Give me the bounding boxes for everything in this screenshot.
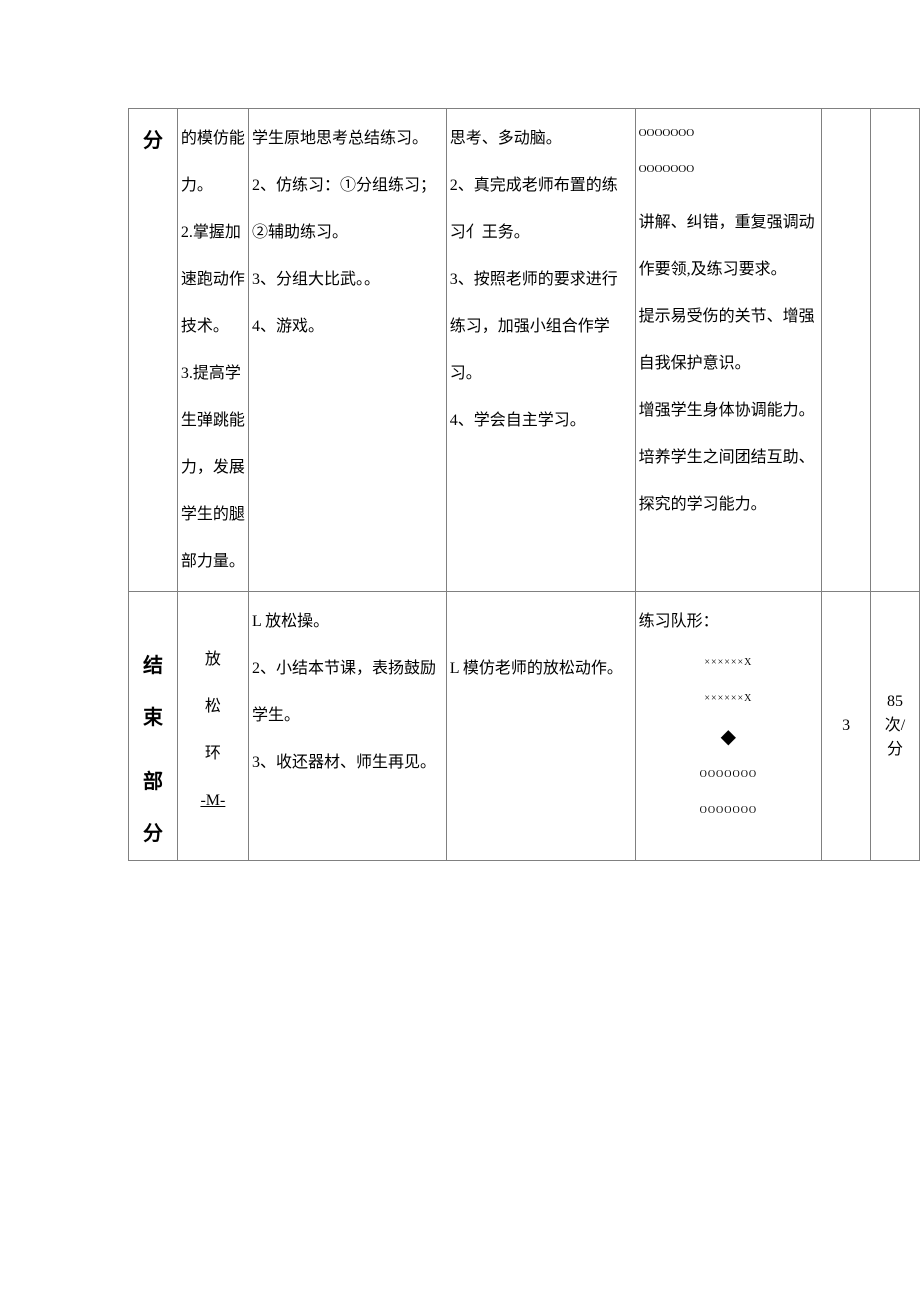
section-cell: 分 [129, 109, 178, 592]
goal-char: 环 [178, 730, 248, 777]
rate-value: 85 次/ 分 [885, 693, 905, 758]
goal-text: 的模仿能力。 2.掌握加速跑动作技术。 3.提高学生弹跳能力，发展学生的腿部力量… [181, 130, 245, 570]
teacher-text: 学生原地思考总结练习。 2、仿练习：①分组练习；②辅助练习。 3、分组大比武。。… [252, 130, 436, 335]
diagram-symbols: OOOOOOO [639, 115, 819, 151]
teacher-cell: L 放松操。 2、小结本节课，表扬鼓励学生。 3、收还器材、师生再见。 [248, 592, 446, 861]
section-char: 分 [129, 115, 177, 167]
section-char: 部 [129, 756, 177, 808]
diamond-icon: ◆ [639, 717, 819, 757]
diagram-symbols: OOOOOOO [639, 793, 819, 829]
time-cell [822, 109, 871, 592]
goal-char: 放 [178, 636, 248, 683]
diagram-symbols: OOOOOOO [639, 151, 819, 187]
diagram-cell: 练习队形： ××××××X ××××××X ◆ OOOOOOO OOOOOOO [635, 592, 822, 861]
table-row: 分 的模仿能力。 2.掌握加速跑动作技术。 3.提高学生弹跳能力，发展学生的腿部… [129, 109, 920, 592]
table-row: 结 束 部 分 放 松 环 -M- L 放松操。 2、小结本节课，表扬鼓励学生。… [129, 592, 920, 861]
section-char: 分 [129, 808, 177, 860]
teacher-cell: 学生原地思考总结练习。 2、仿练习：①分组练习；②辅助练习。 3、分组大比武。。… [248, 109, 446, 592]
time-value: 3 [842, 717, 850, 734]
section-char: 束 [129, 692, 177, 744]
student-cell: 思考、多动脑。 2、真完成老师布置的练习亻王务。 3、按照老师的要求进行练习，加… [446, 109, 635, 592]
student-cell: L 模仿老师的放松动作。 [446, 592, 635, 861]
diagram-symbols: ××××××X [639, 681, 819, 717]
section-char: 结 [129, 640, 177, 692]
diagram-symbols: ××××××X [639, 645, 819, 681]
section-cell: 结 束 部 分 [129, 592, 178, 861]
diagram-label: 练习队形： [639, 598, 819, 645]
time-cell: 3 [822, 592, 871, 861]
student-text: 思考、多动脑。 2、真完成老师布置的练习亻王务。 3、按照老师的要求进行练习，加… [450, 130, 618, 429]
rate-cell: 85 次/ 分 [871, 592, 920, 861]
goal-char: -M- [178, 777, 248, 824]
diagram-text: 讲解、纠错，重复强调动作要领,及练习要求。 提示易受伤的关节、增强自我保护意识。… [639, 199, 819, 528]
goal-cell: 放 松 环 -M- [177, 592, 248, 861]
goal-cell: 的模仿能力。 2.掌握加速跑动作技术。 3.提高学生弹跳能力，发展学生的腿部力量… [177, 109, 248, 592]
student-text: L 模仿老师的放松动作。 [450, 660, 623, 677]
teacher-text: L 放松操。 2、小结本节课，表扬鼓励学生。 3、收还器材、师生再见。 [252, 613, 436, 771]
lesson-plan-table: 分 的模仿能力。 2.掌握加速跑动作技术。 3.提高学生弹跳能力，发展学生的腿部… [128, 108, 920, 861]
goal-char: 松 [178, 683, 248, 730]
diagram-symbols: OOOOOOO [639, 757, 819, 793]
diagram-cell: OOOOOOO OOOOOOO 讲解、纠错，重复强调动作要领,及练习要求。 提示… [635, 109, 822, 592]
rate-cell [871, 109, 920, 592]
